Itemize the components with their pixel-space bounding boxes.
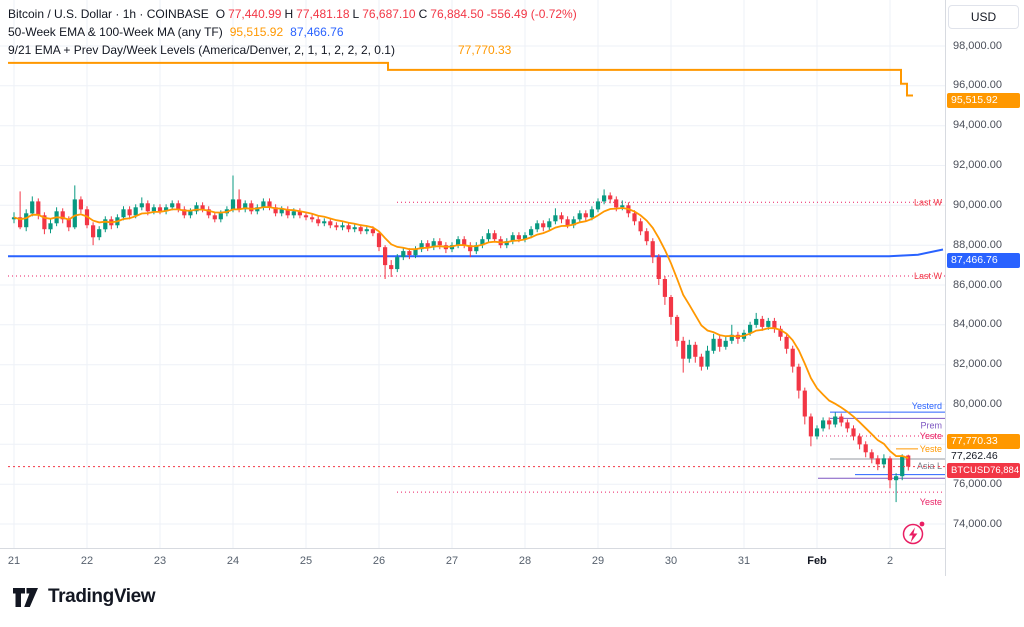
low-value: 76,687.10 [362,7,416,21]
level-label: Prem [920,420,942,430]
price-tick-label: 82,000.00 [953,358,1002,371]
high-label: H [284,7,294,21]
currency-toggle-button[interactable]: USD [948,5,1019,29]
price-tick-label: 92,000.00 [953,159,1002,171]
time-tick-label: 2 [886,555,894,567]
price-tick-label: 86,000.00 [953,278,1002,291]
price-tick-label: 80,000.00 [953,398,1002,410]
time-tick-label: 27 [445,555,459,567]
quick-trade-icon[interactable] [902,521,925,545]
time-tick-label: 24 [226,555,240,567]
symbol-title[interactable]: Bitcoin / U.S. Dollar · 1h · COINBASE [8,7,209,21]
tradingview-logo[interactable]: TradingView [12,586,156,608]
time-tick-label: 29 [591,555,605,567]
time-tick-label: 23 [153,555,167,567]
indicator2-title[interactable]: 9/21 EMA + Prev Day/Week Levels (America… [8,43,395,57]
price-tick-label: 76,000.00 [953,477,1002,490]
close-label: C [418,7,428,21]
symbol-row[interactable]: Bitcoin / U.S. Dollar · 1h · COINBASE O … [8,5,577,23]
level-label: Last W [914,197,943,207]
time-tick-label: 21 [7,555,21,567]
indicator-price-badge: 77,770.33 [947,433,1020,449]
price-tick-label: 88,000.00 [953,238,1002,251]
time-tick-label: 31 [737,555,751,567]
open-label: O [215,7,226,21]
time-tick-label: 25 [299,555,313,567]
time-tick-label: 30 [664,555,678,567]
indicator1-value-ema50w: 95,515.92 [229,25,284,39]
indicator-price-badge: 95,515.92 [947,92,1020,108]
tradingview-logo-icon [13,587,38,607]
indicator1-value-ma100w: 87,466.76 [290,25,344,39]
indicator-price-badge: 77,262.46 [947,448,1020,464]
time-tick-label: 26 [372,555,386,567]
indicator-row-ema-ma[interactable]: 50-Week EMA & 100-Week MA (any TF) 95,51… [8,23,577,41]
price-tick-label: 90,000.00 [953,198,1002,211]
ema-50w-step-line[interactable] [8,61,913,97]
chart-legend: Bitcoin / U.S. Dollar · 1h · COINBASE O … [8,5,577,59]
change-value: -556.49 (-0.72%) [486,7,577,21]
price-tick-label: 98,000.00 [953,39,1002,52]
ema-921-line[interactable] [13,206,909,459]
price-tick-label: 94,000.00 [953,119,1002,132]
tradingview-logo-text: TradingView [48,586,156,607]
level-label: Yeste [920,497,942,507]
ma-100w-line[interactable] [8,248,944,258]
price-tick-label: 84,000.00 [953,318,1002,331]
price-tick-label: 96,000.00 [953,79,1002,92]
indicator2-value-ema921: 77,770.33 [457,43,512,57]
level-label: Yeste [920,431,942,441]
time-tick-label: Feb [807,555,827,567]
price-tick-label: 74,000.00 [953,517,1002,530]
level-label: Asia L [917,461,942,471]
time-axis[interactable]: 21 22 23 24 25 26 27 28 29 30 31 Feb 2 [0,548,1024,577]
candles [11,175,911,503]
time-tick-label: 28 [518,555,532,567]
low-label: L [352,7,360,21]
ohlc-values: O 77,440.99 H 77,481.18 L 76,687.10 C 76… [216,5,577,23]
grid [0,0,945,548]
close-value: 76,884.50 [430,7,484,21]
price-axis[interactable]: USD 98,000.00 96,000.00 94,000.00 92,000.00… [945,0,1024,576]
level-label: Last W [914,271,943,281]
indicator-row-levels[interactable]: 9/21 EMA + Prev Day/Week Levels (America… [8,41,577,59]
level-label: Yeste [920,444,942,454]
level-label: Yesterd [912,401,942,411]
indicator-price-badge: 87,466.76 [947,252,1020,268]
time-tick-label: 22 [80,555,94,567]
open-value: 77,440.99 [228,7,282,21]
high-value: 77,481.18 [296,7,350,21]
indicator1-title[interactable]: 50-Week EMA & 100-Week MA (any TF) [8,25,223,39]
